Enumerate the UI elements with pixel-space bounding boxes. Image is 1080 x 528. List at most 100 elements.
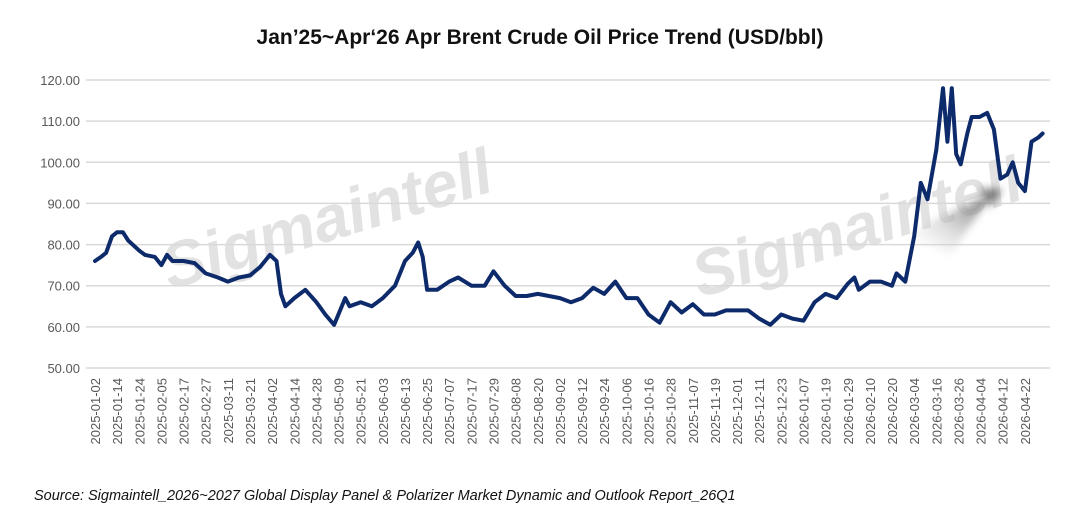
data-point <box>227 281 229 283</box>
data-point <box>825 293 827 295</box>
data-point <box>333 324 335 326</box>
x-tick-label: 2026-04-22 <box>1018 378 1033 445</box>
x-tick-label: 2025-12-11 <box>752 378 767 444</box>
x-tick-label: 2025-05-21 <box>354 378 369 445</box>
x-tick-label: 2025-10-28 <box>664 378 679 445</box>
data-point <box>986 112 988 114</box>
data-point <box>417 242 419 244</box>
data-point <box>1000 178 1002 180</box>
data-point <box>847 283 849 285</box>
data-point <box>504 285 506 287</box>
x-tick-label: 2025-04-14 <box>287 378 302 445</box>
data-point <box>205 272 207 274</box>
x-tick-label: 2025-02-17 <box>177 378 192 445</box>
data-point <box>625 297 627 299</box>
x-tick-label: 2025-06-25 <box>420 378 435 445</box>
data-point <box>194 262 196 264</box>
data-point <box>382 297 384 299</box>
x-tick-label: 2025-06-03 <box>376 378 391 445</box>
data-point <box>920 182 922 184</box>
data-point <box>648 314 649 316</box>
x-tick-label: 2026-04-12 <box>996 378 1011 445</box>
data-point <box>436 289 438 291</box>
data-point <box>426 289 428 291</box>
data-point <box>935 149 937 151</box>
data-point <box>780 314 782 316</box>
y-tick-label: 80.00 <box>47 238 80 253</box>
y-tick-label: 50.00 <box>47 361 80 376</box>
chart-title: Jan’25~Apr‘26 Apr Brent Crude Oil Price … <box>256 26 824 49</box>
data-point <box>171 260 173 262</box>
data-point <box>993 128 995 130</box>
source-note: Source: Sigmaintell_2026~2027 Global Dis… <box>34 488 736 504</box>
data-point <box>515 295 517 297</box>
data-point <box>217 276 219 278</box>
data-point <box>324 314 326 316</box>
x-tick-label: 2025-04-02 <box>265 378 280 445</box>
x-tick-label: 2025-02-05 <box>154 378 169 445</box>
data-point <box>636 297 638 299</box>
data-point <box>725 309 727 311</box>
data-point <box>1042 132 1044 134</box>
data-point <box>422 256 424 258</box>
data-point <box>946 141 948 143</box>
x-tick-label: 2025-11-19 <box>708 378 723 444</box>
data-point <box>891 285 893 287</box>
data-point <box>284 305 286 307</box>
x-tick-label: 2025-10-06 <box>619 378 634 445</box>
data-point <box>559 297 561 299</box>
data-point <box>1017 182 1019 184</box>
x-axis-ticks: 2025-01-02 2025-01-14 2025-01-24 2025-02-05… <box>88 378 1033 445</box>
data-point <box>249 274 251 276</box>
data-point <box>1012 161 1014 163</box>
data-point <box>614 281 616 283</box>
x-tick-label: 2026-03-16 <box>929 378 944 445</box>
data-point <box>836 297 838 299</box>
x-tick-label: 2026-01-07 <box>796 378 811 445</box>
data-point <box>144 254 146 256</box>
data-points <box>94 87 1044 326</box>
data-point <box>548 295 550 297</box>
data-point <box>394 285 396 287</box>
data-point <box>581 297 583 299</box>
x-tick-label: 2025-02-27 <box>199 378 214 445</box>
data-point <box>681 311 683 313</box>
data-point <box>315 301 317 303</box>
data-point <box>904 281 906 283</box>
x-tick-label: 2025-01-24 <box>132 378 147 445</box>
x-tick-label: 2026-04-04 <box>974 378 989 445</box>
data-point <box>304 289 306 291</box>
data-point <box>592 287 594 289</box>
x-tick-label: 2025-11-07 <box>686 378 701 444</box>
data-point <box>493 270 495 272</box>
data-point <box>978 116 980 118</box>
x-tick-label: 2025-09-12 <box>575 378 590 445</box>
y-tick-label: 120.00 <box>40 73 80 88</box>
data-point <box>470 285 472 287</box>
data-point <box>1031 141 1033 143</box>
x-tick-label: 2025-09-02 <box>553 378 568 445</box>
x-tick-label: 2025-10-16 <box>642 378 657 445</box>
data-point <box>360 301 362 303</box>
data-point <box>758 318 760 320</box>
data-point <box>603 293 605 295</box>
data-point <box>670 301 672 303</box>
y-tick-label: 100.00 <box>40 155 80 170</box>
data-point <box>122 231 124 233</box>
data-point <box>1006 174 1008 176</box>
data-point <box>154 256 156 258</box>
x-tick-label: 2026-02-10 <box>863 378 878 445</box>
data-point <box>537 293 539 295</box>
data-point <box>1037 137 1039 139</box>
y-tick-label: 60.00 <box>47 320 80 335</box>
data-point <box>448 281 450 283</box>
data-point <box>280 293 282 295</box>
data-point <box>344 297 346 299</box>
watermark-left: Sigmaintell <box>153 134 502 303</box>
arrow-icon <box>905 188 1002 255</box>
data-point <box>791 318 793 320</box>
data-point <box>404 260 406 262</box>
data-point <box>971 116 973 118</box>
data-point <box>951 87 953 89</box>
